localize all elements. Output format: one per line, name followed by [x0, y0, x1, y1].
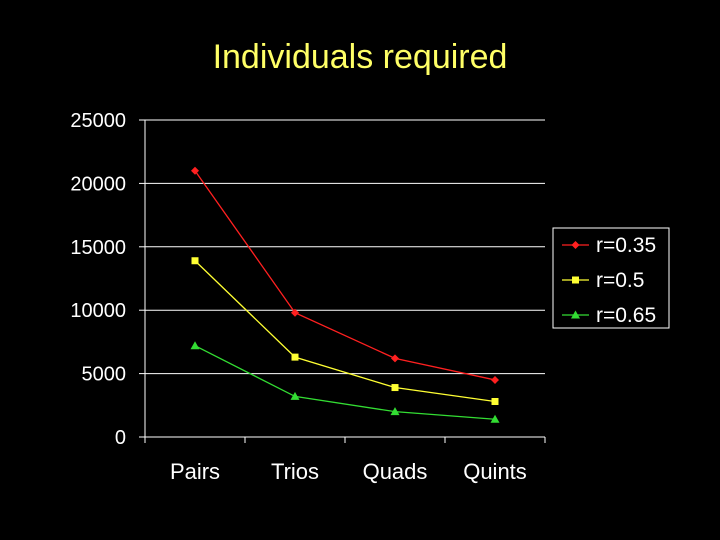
chart-title: Individuals required [212, 38, 508, 76]
data-point-diamond [291, 308, 299, 317]
series-line [194, 170, 496, 381]
series-r-0-35 [191, 166, 499, 384]
data-point-square [191, 257, 199, 265]
y-tick-label: 5000 [82, 364, 127, 386]
series-r-0-65 [190, 341, 500, 423]
x-category-label: Quints [463, 459, 527, 484]
data-point-square [391, 384, 399, 392]
axes [144, 120, 545, 438]
data-point-square [572, 276, 579, 284]
data-point-diamond [571, 241, 580, 249]
series-group [190, 166, 500, 423]
series-r-0-5 [191, 257, 499, 405]
data-point-triangle [571, 310, 580, 319]
y-axis-ticks: 0 5000 10000 15000 20000 25000 [70, 110, 145, 449]
data-point-triangle [190, 341, 200, 350]
series-line [194, 345, 496, 420]
data-point-triangle [490, 414, 500, 423]
legend: r=0.35 r=0.5 r=0.65 [552, 227, 670, 329]
y-tick-label: 10000 [70, 300, 126, 322]
x-category-label: Trios [271, 459, 319, 484]
x-category-label: Pairs [170, 459, 220, 484]
x-category-label: Quads [363, 459, 428, 484]
data-point-square [291, 353, 299, 361]
y-tick-label: 0 [115, 427, 126, 449]
data-point-triangle [390, 407, 400, 416]
gridlines [145, 119, 545, 375]
y-tick-label: 25000 [70, 110, 126, 132]
data-point-triangle [290, 391, 300, 400]
legend-label: r=0.35 [596, 234, 656, 257]
data-point-diamond [491, 375, 499, 384]
series-line [194, 260, 496, 403]
y-tick-label: 15000 [70, 237, 126, 259]
legend-label: r=0.65 [596, 304, 656, 327]
data-point-square [491, 397, 499, 405]
y-tick-label: 20000 [70, 173, 126, 195]
data-point-diamond [191, 166, 199, 175]
legend-label: r=0.5 [596, 269, 644, 292]
data-point-diamond [391, 354, 399, 363]
x-axis-ticks: Pairs Trios Quads Quints [144, 437, 546, 484]
